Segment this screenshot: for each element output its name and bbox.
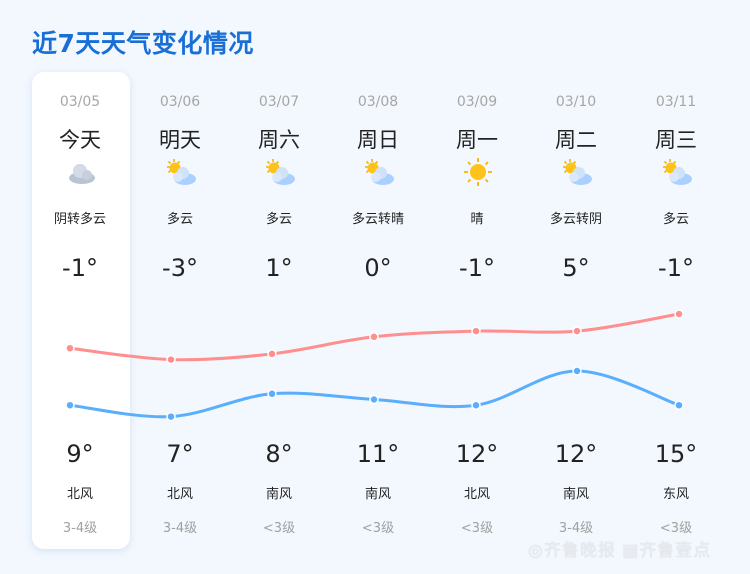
top-temp: -1° <box>658 254 694 282</box>
blue-point-4 <box>471 400 481 410</box>
bottom-temp: 15° <box>654 440 698 468</box>
watermark-logo: ◎齐鲁晚报 ▣齐鲁壹点 <box>528 541 712 561</box>
wind-direction: 北风 <box>166 487 193 502</box>
red-point-6 <box>674 309 684 319</box>
weather-desc: 多云 <box>265 212 292 227</box>
red-point-1 <box>166 354 176 365</box>
red-point-0 <box>65 343 75 353</box>
top-temp: -1° <box>459 254 495 282</box>
blue-point-6 <box>674 400 684 410</box>
weather-desc: 阴转多云 <box>53 212 106 227</box>
red-point-5 <box>572 326 582 336</box>
date-label: 03/08 <box>357 94 399 110</box>
weather-desc: 多云 <box>662 212 689 227</box>
date-label: 03/07 <box>258 94 300 110</box>
date-label: 03/11 <box>655 94 697 110</box>
date-label: 03/10 <box>555 94 597 110</box>
day-column-03-09: 03/09 周一 晴 -1° 12° 北风 <3级 <box>428 72 527 549</box>
wind-direction: 北风 <box>463 487 490 502</box>
date-label: 03/06 <box>159 94 201 110</box>
top-temp: 5° <box>562 254 590 282</box>
wind-level: <3级 <box>361 521 395 536</box>
wind-direction: 南风 <box>364 487 391 502</box>
blue-point-0 <box>65 400 75 410</box>
wind-level: <3级 <box>262 521 296 536</box>
wind-level: <3级 <box>659 521 693 536</box>
blue-point-1 <box>166 411 176 422</box>
day-column-03-08: 03/08 周日 多云转晴 0° 11° 南风 <3级 <box>329 72 428 549</box>
wind-direction: 东风 <box>662 487 689 502</box>
partly-cloudy-icon <box>661 158 693 186</box>
red-point-2 <box>267 349 277 359</box>
weather-desc: 多云 <box>166 212 193 227</box>
day-column-03-11: 03/11 周三 多云 -1° 15° 东风 <3级 <box>627 72 726 549</box>
bottom-temp: 9° <box>66 440 94 468</box>
date-label: 03/05 <box>59 94 101 110</box>
weekday-label: 周六 <box>258 128 300 152</box>
top-temp: 0° <box>364 254 392 282</box>
partly-cloudy-icon <box>165 158 197 186</box>
partly-cloudy-icon <box>561 158 593 186</box>
weekday-label: 周三 <box>655 128 697 152</box>
wind-level: 3-4级 <box>162 521 198 536</box>
today-card <box>32 72 130 549</box>
wind-level: <3级 <box>460 521 494 536</box>
blue-point-2 <box>267 389 277 399</box>
wind-direction: 南风 <box>562 487 589 502</box>
blue-point-5 <box>572 366 582 376</box>
page-title: 近7天天气变化情况 <box>32 29 254 58</box>
day-column-03-10: 03/10 周二 多云转阴 5° 12° 南风 3-4级 <box>527 72 626 549</box>
weekday-label: 周日 <box>357 128 399 152</box>
day-column-03-06: 03/06 明天 多云 -3° 7° 北风 3-4级 <box>131 72 230 549</box>
top-temp: 1° <box>265 254 293 282</box>
day-column-03-05: 03/05 今天 阴转多云 -1° 9° 北风 3-4级 <box>31 72 130 549</box>
wind-direction: 南风 <box>265 487 292 502</box>
partly-cloudy-icon <box>363 158 395 186</box>
weekday-label: 周二 <box>555 128 597 152</box>
red-point-4 <box>471 326 481 336</box>
wind-direction: 北风 <box>66 487 93 502</box>
overcast-cloud-icon <box>65 158 97 186</box>
weekday-label: 明天 <box>159 128 201 152</box>
weather-desc: 多云转晴 <box>351 212 404 227</box>
bottom-temp: 11° <box>356 440 400 468</box>
partly-cloudy-icon <box>264 158 296 186</box>
top-temp: -1° <box>62 254 98 282</box>
weather-desc: 多云转阴 <box>549 212 602 227</box>
weather-desc: 晴 <box>470 212 484 227</box>
day-column-03-07: 03/07 周六 多云 1° 8° 南风 <3级 <box>230 72 329 549</box>
sun-icon <box>462 158 494 186</box>
weekday-label: 周一 <box>456 128 498 152</box>
bottom-temp: 12° <box>554 440 598 468</box>
top-temp: -3° <box>162 254 198 282</box>
wind-level: 3-4级 <box>62 521 98 536</box>
weekday-label: 今天 <box>59 128 101 152</box>
wind-level: 3-4级 <box>558 521 594 536</box>
bottom-temp: 8° <box>265 440 293 468</box>
bottom-temp: 7° <box>166 440 194 468</box>
bottom-temp: 12° <box>455 440 499 468</box>
date-label: 03/09 <box>456 94 498 110</box>
red-point-3 <box>369 332 379 342</box>
blue-point-3 <box>369 394 379 405</box>
